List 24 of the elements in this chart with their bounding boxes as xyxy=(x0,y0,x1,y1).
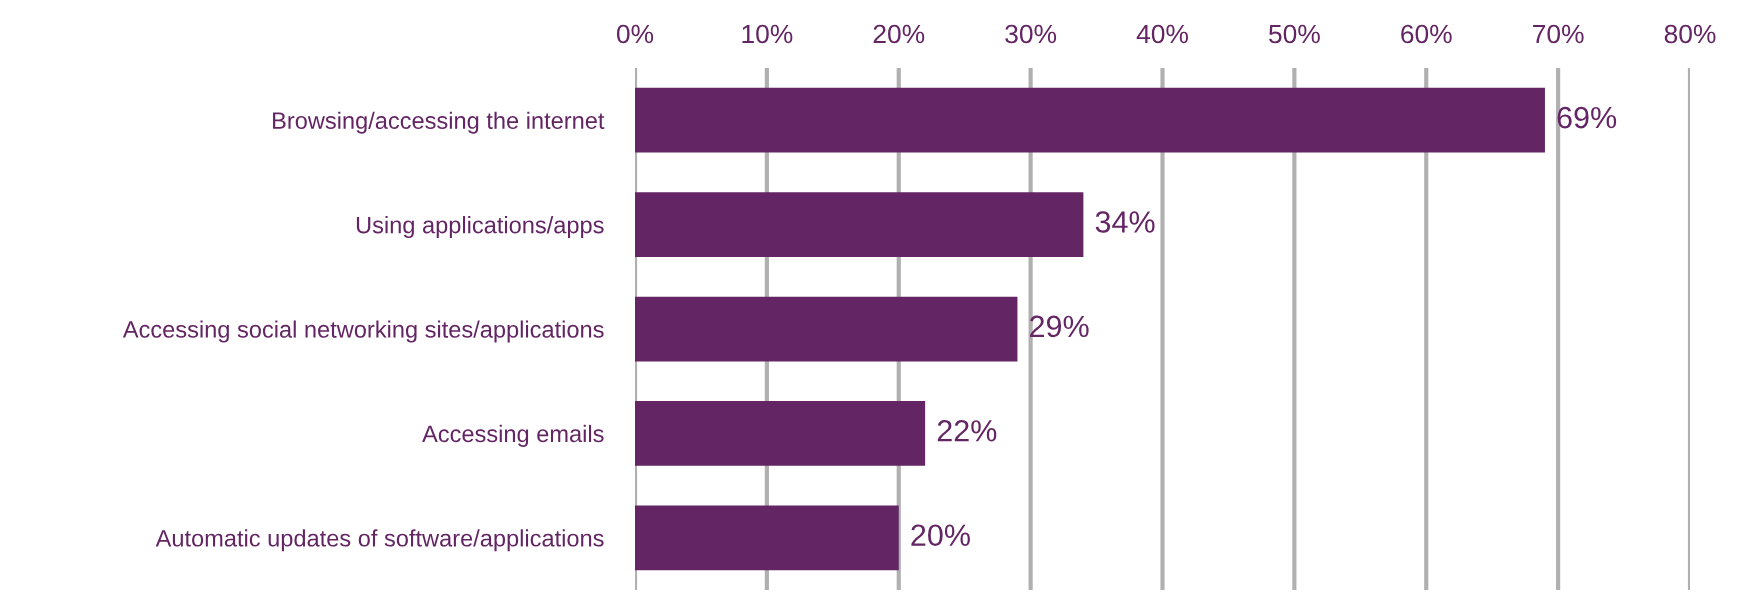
data-label: 20% xyxy=(911,524,970,547)
x-tick-label: 50% xyxy=(1269,24,1320,44)
y-tick-label: Accessing social networking sites/applications xyxy=(122,320,604,343)
y-tick-label: Automatic updates of software/applications xyxy=(155,529,604,552)
data-label: 29% xyxy=(1030,315,1089,338)
bar xyxy=(635,505,899,571)
bar xyxy=(635,296,1018,362)
bar xyxy=(635,87,1545,153)
x-tick-label: 0% xyxy=(616,24,654,44)
x-tick-label: 10% xyxy=(742,24,793,44)
bar xyxy=(635,401,926,466)
x-tick-label: 70% xyxy=(1533,24,1584,44)
data-label: 22% xyxy=(937,419,997,442)
data-label: 69% xyxy=(1557,106,1617,129)
y-tick-label: Browsing/accessing the internet xyxy=(273,111,605,134)
bar xyxy=(635,192,1084,257)
y-tick-label: Using applications/apps xyxy=(356,216,604,239)
y-tick-label: Accessing emails xyxy=(422,424,604,447)
x-tick-label: 40% xyxy=(1136,24,1188,44)
data-label: 34% xyxy=(1095,211,1155,233)
x-tick-label: 20% xyxy=(873,24,925,44)
x-tick-label: 80% xyxy=(1664,24,1716,44)
x-tick-label: 30% xyxy=(1005,24,1057,44)
x-tick-label: 60% xyxy=(1401,24,1452,44)
